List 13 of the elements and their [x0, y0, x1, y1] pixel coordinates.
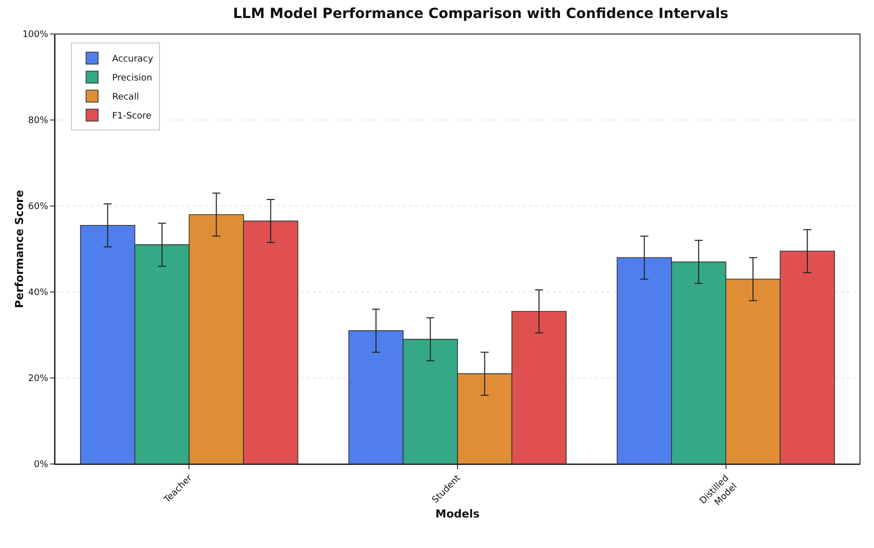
chart-title: LLM Model Performance Comparison with Confidence Intervals — [232, 6, 728, 22]
y-axis-title: Performance Score — [13, 190, 26, 308]
legend-label: Accuracy — [112, 54, 154, 65]
legend-label: Precision — [112, 74, 152, 84]
x-axis-title: Models — [435, 508, 480, 521]
y-tick-label: 80% — [28, 116, 49, 126]
y-tick-label: 20% — [28, 374, 49, 384]
y-tick-label: 40% — [28, 288, 49, 298]
legend-label: F1-Score — [112, 112, 152, 122]
legend-label: Recall — [112, 92, 139, 103]
y-tick-label: 0% — [34, 460, 49, 470]
y-tick-label: 100% — [22, 30, 49, 40]
y-tick-label: 60% — [28, 202, 49, 212]
